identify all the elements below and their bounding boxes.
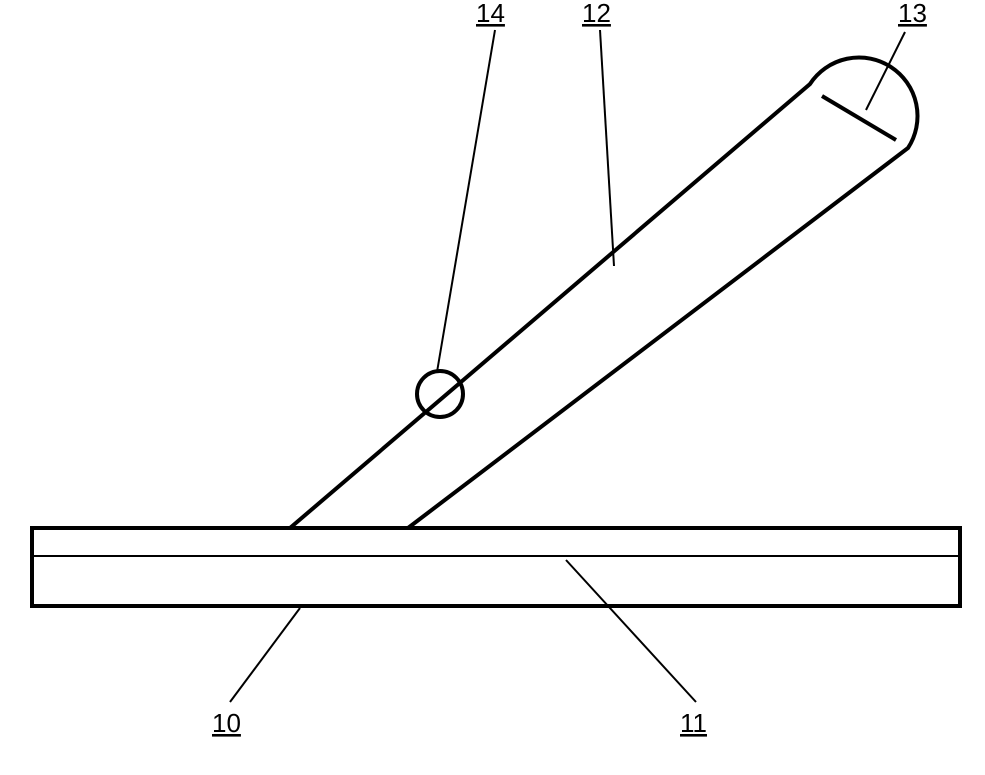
label-14: 14 xyxy=(476,0,505,28)
arm-hole xyxy=(417,371,463,417)
leader-10 xyxy=(230,608,300,702)
leader-12 xyxy=(600,30,614,266)
label-10: 10 xyxy=(212,708,241,738)
part-labels: 14 12 13 10 11 xyxy=(212,0,927,738)
arm-tip-chord xyxy=(822,96,896,140)
label-11: 11 xyxy=(680,708,707,738)
leader-11 xyxy=(566,560,696,702)
arm-outline xyxy=(290,58,918,528)
base-slab xyxy=(32,528,960,606)
technical-diagram: 14 12 13 10 11 xyxy=(0,0,985,775)
angled-arm xyxy=(290,58,918,528)
leader-lines xyxy=(230,30,905,702)
base-slab-outline xyxy=(32,528,960,606)
label-12: 12 xyxy=(582,0,611,28)
leader-14 xyxy=(437,30,495,372)
label-13: 13 xyxy=(898,0,927,28)
